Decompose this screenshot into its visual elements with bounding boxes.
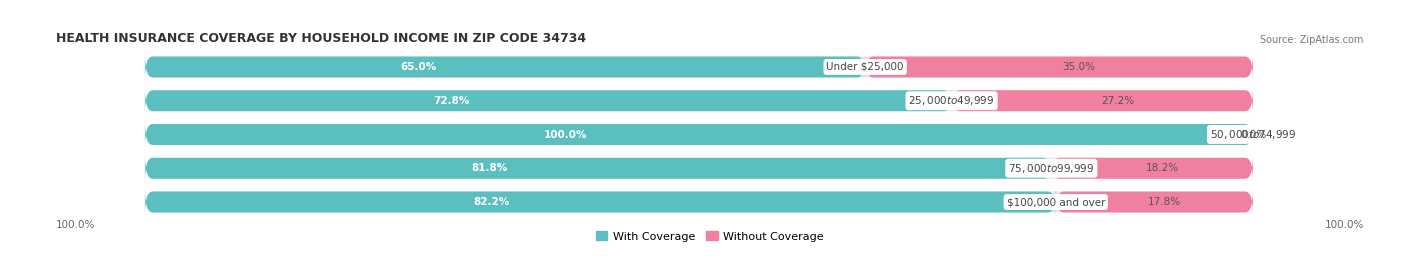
Text: 72.8%: 72.8% [433, 96, 470, 106]
FancyBboxPatch shape [1056, 189, 1253, 215]
FancyBboxPatch shape [145, 54, 865, 80]
Text: 81.8%: 81.8% [471, 163, 508, 173]
Text: 17.8%: 17.8% [1147, 197, 1181, 207]
FancyBboxPatch shape [145, 189, 1253, 215]
Text: $100,000 and over: $100,000 and over [1007, 197, 1105, 207]
FancyBboxPatch shape [145, 54, 1253, 80]
FancyBboxPatch shape [145, 88, 952, 114]
Legend: With Coverage, Without Coverage: With Coverage, Without Coverage [592, 227, 828, 246]
Text: 82.2%: 82.2% [472, 197, 509, 207]
FancyBboxPatch shape [145, 121, 1253, 148]
FancyBboxPatch shape [865, 54, 1253, 80]
Text: 65.0%: 65.0% [401, 62, 437, 72]
Text: 100.0%: 100.0% [544, 129, 588, 140]
Text: $75,000 to $99,999: $75,000 to $99,999 [1008, 162, 1094, 175]
Text: $50,000 to $74,999: $50,000 to $74,999 [1209, 128, 1296, 141]
FancyBboxPatch shape [145, 155, 1052, 181]
FancyBboxPatch shape [145, 189, 1056, 215]
FancyBboxPatch shape [145, 155, 1253, 181]
FancyBboxPatch shape [145, 121, 1253, 148]
Text: Source: ZipAtlas.com: Source: ZipAtlas.com [1260, 35, 1364, 45]
Text: 18.2%: 18.2% [1146, 163, 1178, 173]
FancyBboxPatch shape [145, 88, 1253, 114]
Text: $25,000 to $49,999: $25,000 to $49,999 [908, 94, 995, 107]
Text: HEALTH INSURANCE COVERAGE BY HOUSEHOLD INCOME IN ZIP CODE 34734: HEALTH INSURANCE COVERAGE BY HOUSEHOLD I… [56, 32, 586, 45]
Text: 27.2%: 27.2% [1101, 96, 1133, 106]
FancyBboxPatch shape [952, 88, 1253, 114]
Text: Under $25,000: Under $25,000 [827, 62, 904, 72]
Text: 0.0%: 0.0% [1240, 129, 1267, 140]
Text: 100.0%: 100.0% [56, 220, 96, 229]
Text: 35.0%: 35.0% [1062, 62, 1095, 72]
Text: 100.0%: 100.0% [1324, 220, 1364, 229]
FancyBboxPatch shape [1052, 155, 1253, 181]
